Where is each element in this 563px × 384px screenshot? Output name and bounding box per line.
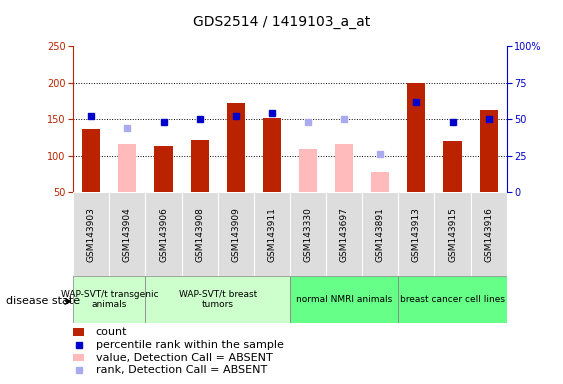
Text: GSM143908: GSM143908 (195, 207, 204, 262)
Bar (109, 192, 145, 276)
Text: GSM143916: GSM143916 (484, 207, 493, 262)
Bar (254, 192, 290, 276)
Bar (218, 192, 254, 276)
Text: WAP-SVT/t transgenic
animals: WAP-SVT/t transgenic animals (60, 290, 158, 309)
Bar (82, 129, 100, 192)
Bar (362, 192, 399, 276)
Bar (335, 144, 353, 192)
Bar (290, 192, 326, 276)
Text: WAP-SVT/t breast
tumors: WAP-SVT/t breast tumors (178, 290, 257, 309)
Bar (480, 109, 498, 192)
Text: value, Detection Call = ABSENT: value, Detection Call = ABSENT (96, 353, 272, 362)
Bar (227, 103, 245, 192)
Text: count: count (96, 327, 127, 337)
Bar (118, 144, 136, 192)
Text: GSM143697: GSM143697 (339, 207, 348, 262)
Text: GSM143904: GSM143904 (123, 207, 132, 262)
Bar (299, 149, 317, 192)
Text: GDS2514 / 1419103_a_at: GDS2514 / 1419103_a_at (193, 15, 370, 29)
Text: GSM143906: GSM143906 (159, 207, 168, 262)
Text: GSM143330: GSM143330 (303, 207, 312, 262)
Bar (73, 192, 109, 276)
Text: GSM143891: GSM143891 (376, 207, 385, 262)
Bar (145, 276, 290, 323)
Bar (444, 141, 462, 192)
Bar (154, 146, 172, 192)
Bar (471, 192, 507, 276)
Text: normal NMRI animals: normal NMRI animals (296, 295, 392, 304)
Bar (73, 276, 145, 323)
Bar (290, 276, 399, 323)
Bar (399, 192, 435, 276)
Bar (435, 192, 471, 276)
Bar (408, 83, 426, 192)
Bar (181, 192, 218, 276)
Bar (191, 140, 209, 192)
Text: GSM143915: GSM143915 (448, 207, 457, 262)
Text: GSM143911: GSM143911 (267, 207, 276, 262)
Bar (263, 118, 281, 192)
Bar (399, 276, 507, 323)
Text: GSM143909: GSM143909 (231, 207, 240, 262)
Bar (145, 192, 181, 276)
Text: breast cancer cell lines: breast cancer cell lines (400, 295, 505, 304)
Text: percentile rank within the sample: percentile rank within the sample (96, 340, 284, 350)
Text: GSM143903: GSM143903 (87, 207, 96, 262)
Bar (326, 192, 362, 276)
Text: GSM143913: GSM143913 (412, 207, 421, 262)
Text: rank, Detection Call = ABSENT: rank, Detection Call = ABSENT (96, 365, 267, 375)
Bar (371, 172, 389, 192)
Text: disease state: disease state (6, 296, 80, 306)
